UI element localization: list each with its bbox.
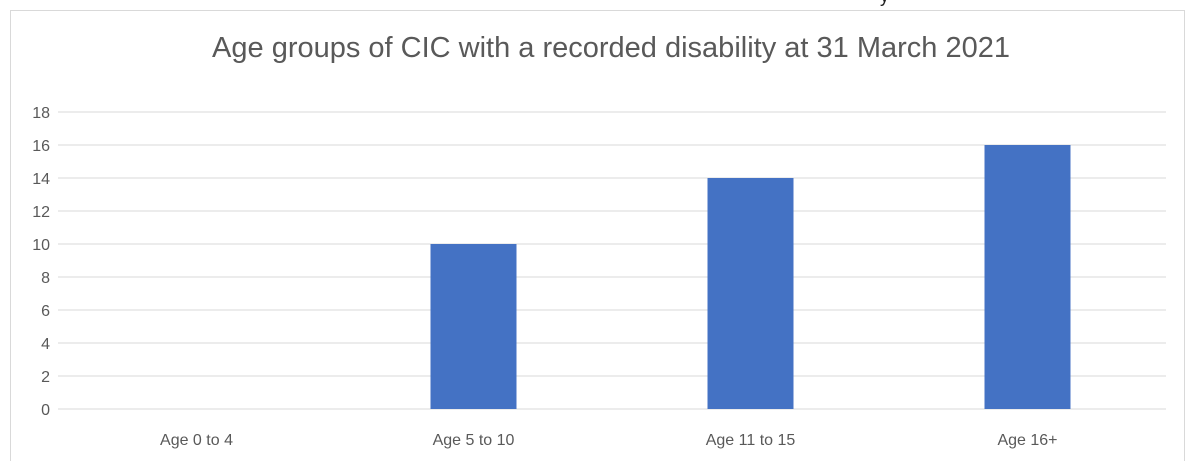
y-tick-label: 10 [32, 237, 50, 254]
gridlines [58, 111, 1166, 410]
page-header-fragment: y [0, 0, 1198, 6]
y-tick-label: 8 [41, 270, 50, 287]
x-axis: Age 0 to 4 Age 5 to 10 Age 11 to 15 Age 16+ [160, 432, 1058, 449]
bar-age-11-to-15 [707, 178, 794, 409]
bars [430, 145, 1071, 409]
chart-title: Age groups of CIC with a recorded disabi… [212, 32, 1010, 64]
x-tick-label: Age 0 to 4 [160, 432, 233, 449]
y-tick-label: 12 [32, 204, 50, 221]
x-tick-label: Age 5 to 10 [433, 432, 515, 449]
bar-age-16 [984, 145, 1071, 409]
y-tick-label: 2 [41, 369, 50, 386]
x-tick-label: Age 16+ [997, 432, 1057, 449]
header-text-fragment: y [880, 0, 889, 6]
y-tick-label: 18 [32, 105, 50, 122]
y-tick-label: 6 [41, 303, 50, 320]
x-tick-label: Age 11 to 15 [706, 432, 796, 449]
y-tick-label: 0 [41, 402, 50, 419]
y-axis: 0 2 4 6 8 10 12 14 16 18 [32, 105, 50, 419]
y-tick-label: 14 [32, 171, 50, 188]
y-tick-label: 4 [41, 336, 50, 353]
bar-age-5-to-10 [430, 244, 517, 409]
y-tick-label: 16 [32, 138, 50, 155]
